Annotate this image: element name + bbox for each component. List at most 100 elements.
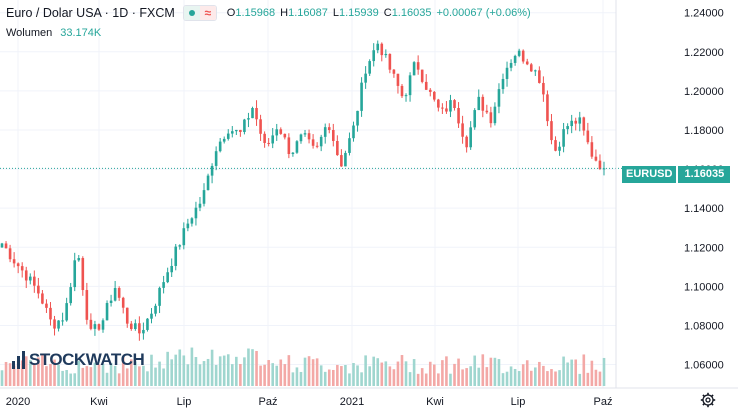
candle-body	[481, 96, 485, 111]
volume-bar	[437, 373, 440, 386]
status-pill[interactable]: ≈	[182, 5, 217, 21]
candle-body	[28, 276, 32, 281]
candle-body	[57, 320, 60, 329]
candle-body	[113, 288, 117, 301]
stockwatch-logo: STOCKWATCH	[12, 350, 145, 370]
candle-body	[53, 319, 56, 329]
volume-bar	[283, 364, 287, 386]
candle-body	[449, 100, 452, 112]
y-tick-label: 1.06000	[684, 360, 724, 372]
candle-body	[384, 53, 388, 56]
candle-body	[336, 140, 339, 156]
candle-body	[323, 127, 327, 137]
volume-bar	[89, 367, 93, 386]
candle-body	[85, 290, 89, 320]
volume-bar	[57, 364, 60, 386]
volume-bar	[538, 361, 541, 386]
candle-body	[121, 297, 125, 308]
gear-icon[interactable]	[700, 392, 716, 408]
candle-body	[493, 106, 497, 124]
price-axis[interactable]: 1.240001.220001.200001.180001.160001.140…	[615, 0, 724, 388]
volume-bar	[392, 369, 396, 386]
volume-bar	[307, 356, 311, 386]
candle-body	[348, 138, 351, 153]
candle-body	[142, 329, 145, 334]
candle-body	[77, 258, 81, 261]
volume-bar	[433, 364, 436, 386]
volume-bar	[65, 369, 68, 386]
candle-body	[239, 129, 242, 132]
volume-bar	[275, 365, 279, 386]
volume-bar	[368, 366, 371, 386]
volume-bar	[259, 365, 262, 386]
candle-body	[182, 228, 186, 246]
volume-bar	[445, 356, 448, 386]
candle-body	[45, 303, 48, 308]
volume-legend[interactable]: Wolumen 33.174K	[6, 27, 101, 39]
candle-body	[138, 323, 141, 334]
volume-bar	[16, 360, 20, 386]
volume-bar	[453, 363, 456, 386]
candle-body	[396, 73, 400, 86]
volume-bar	[380, 362, 384, 386]
symbol-title[interactable]: Euro / Dolar USA · 1D · FXCM	[6, 6, 175, 20]
volume-bar	[117, 373, 121, 386]
candle-body	[372, 50, 376, 62]
candle-body	[570, 120, 573, 127]
price-tag-price: 1.16035	[678, 166, 731, 183]
time-axis[interactable]: 2020 Kwi Lip Paź 2021 Kwi Lip Paź	[0, 387, 738, 408]
candle-body	[162, 282, 165, 288]
candle-body	[424, 81, 428, 90]
volume-bar	[287, 355, 291, 386]
volume-bar	[327, 369, 331, 386]
volume-bar	[49, 363, 52, 386]
candle-body	[37, 285, 40, 294]
volume-bar	[37, 357, 40, 386]
candle-body	[546, 94, 549, 122]
candle-body	[267, 142, 270, 144]
volume-bar	[73, 373, 77, 386]
candle-body	[352, 125, 355, 139]
candle-body	[117, 288, 121, 298]
volume-bar	[28, 359, 32, 386]
candle-body	[222, 138, 226, 142]
volume-bar	[271, 363, 274, 386]
volume-bar	[77, 360, 81, 386]
volume-bar	[202, 361, 206, 386]
price-grid	[0, 0, 616, 388]
candle-body	[49, 307, 52, 320]
candle-body	[420, 69, 424, 82]
candle-body	[404, 95, 408, 97]
volume-bar	[582, 354, 586, 386]
candlestick-series[interactable]	[0, 40, 606, 341]
volume-bar	[113, 365, 117, 386]
volume-bar	[210, 349, 214, 386]
candle-body	[101, 320, 105, 330]
y-tick-label: 1.08000	[684, 320, 724, 332]
volume-bar	[33, 363, 36, 386]
last-price-tag: EURUSD 1.16035	[622, 166, 731, 183]
volume-bar	[408, 372, 412, 386]
volume-bar	[61, 370, 64, 386]
volume-bar	[396, 361, 400, 386]
volume-bar	[344, 364, 347, 386]
y-tick-label: 1.10000	[684, 281, 724, 293]
candle-body	[287, 137, 291, 155]
candle-body	[590, 142, 594, 157]
volume-bar	[424, 373, 428, 386]
x-tick-label: Paź	[594, 396, 613, 408]
candle-body	[529, 64, 533, 72]
candle-body	[574, 120, 578, 124]
volume-bar	[336, 364, 339, 386]
volume-value: 33.174K	[60, 27, 102, 39]
y-tick-label: 1.24000	[684, 8, 724, 20]
candle-body	[259, 119, 262, 134]
volume-bar	[449, 373, 452, 386]
candle-body	[473, 110, 477, 128]
volume-bar	[485, 367, 489, 386]
candle-body	[8, 248, 12, 260]
volume-bar	[162, 368, 165, 386]
volume-bar	[497, 359, 501, 386]
volume-bar	[154, 367, 157, 386]
